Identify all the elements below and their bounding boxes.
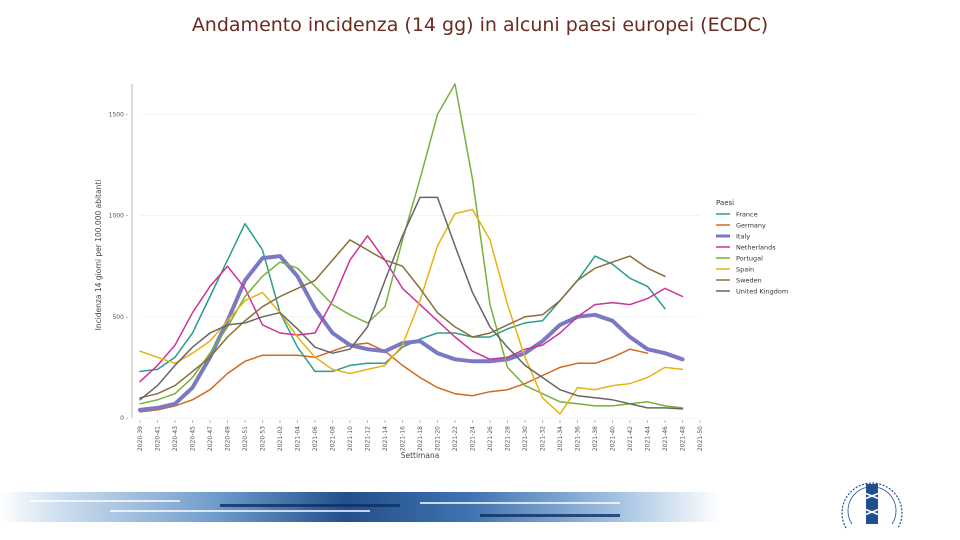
x-tick-label: 2021-20 bbox=[435, 426, 442, 451]
series-line-united-kingdom bbox=[139, 196, 684, 410]
x-tick-label: 2020-49 bbox=[225, 426, 232, 451]
x-tick-label: 2020-45 bbox=[190, 426, 197, 451]
x-tick-label: 2021-24 bbox=[470, 426, 477, 451]
x-tick-label: 2021-36 bbox=[575, 426, 582, 451]
x-tick-label: 2021-34 bbox=[557, 426, 564, 451]
x-tick-label: 2021-38 bbox=[592, 426, 599, 451]
y-tick-label: 1500 - bbox=[109, 111, 128, 118]
x-tick-label: 2021-14 bbox=[382, 426, 389, 451]
legend: Paesi France Germany Italy Netherlands Portu… bbox=[716, 199, 788, 296]
series-layer bbox=[138, 83, 685, 415]
series-line-netherlands bbox=[139, 235, 684, 383]
x-tick-label: 2021-08 bbox=[330, 426, 337, 451]
footer-stripe bbox=[30, 500, 180, 502]
x-tick-label: 2020-51 bbox=[242, 426, 249, 451]
y-tick-label: 0 - bbox=[120, 415, 128, 422]
x-tick-label: 2021-50 bbox=[697, 426, 704, 451]
x-tick-label: 2021-26 bbox=[487, 426, 494, 451]
footer-stripe bbox=[220, 504, 400, 507]
x-tick-label: 2021-30 bbox=[522, 426, 529, 451]
series-line-portugal bbox=[139, 83, 684, 409]
footer-stripe bbox=[480, 514, 620, 517]
x-tick-label: 2021-48 bbox=[680, 426, 687, 451]
footer-stripe bbox=[110, 510, 370, 512]
series-line-germany bbox=[139, 342, 649, 413]
grid-layer bbox=[140, 114, 700, 419]
legend-label: Spain bbox=[736, 266, 754, 274]
x-tick-label: 2020-39 bbox=[137, 426, 144, 451]
series-line-france bbox=[139, 222, 666, 373]
legend-label: Italy bbox=[736, 233, 750, 241]
y-tick-label: 500 - bbox=[112, 314, 128, 321]
axis-layer bbox=[131, 84, 701, 423]
series-line-sweden bbox=[139, 239, 666, 399]
series-line-spain bbox=[139, 208, 684, 415]
y-tick-labels: 0 - 500 - 1000 - 1500 - bbox=[109, 111, 128, 422]
x-axis-title: Settimana bbox=[401, 451, 440, 460]
istituto-superiore-di-sanita-seal-icon bbox=[832, 466, 912, 534]
legend-label: Sweden bbox=[736, 277, 762, 285]
legend-label: Portugal bbox=[736, 255, 763, 263]
x-tick-label: 2021-28 bbox=[505, 426, 512, 451]
x-tick-label: 2021-02 bbox=[277, 426, 284, 451]
x-tick-label: 2021-32 bbox=[540, 426, 547, 451]
x-tick-label: 2021-44 bbox=[645, 426, 652, 451]
x-tick-label: 2021-10 bbox=[347, 426, 354, 451]
x-tick-label: 2021-40 bbox=[610, 426, 617, 451]
slide-title: Andamento incidenza (14 gg) in alcuni pa… bbox=[191, 14, 769, 36]
footer-stripe bbox=[420, 502, 620, 504]
legend-label: France bbox=[736, 211, 758, 219]
x-tick-label: 2020-53 bbox=[260, 426, 267, 451]
x-tick-label: 2020-41 bbox=[155, 426, 162, 451]
x-tick-label: 2021-22 bbox=[452, 426, 459, 451]
legend-title: Paesi bbox=[716, 199, 734, 207]
x-tick-labels: 2020-39 2020-41 2020-43 2020-45 2020-47 2020-… bbox=[137, 426, 704, 451]
x-tick-label: 2021-04 bbox=[295, 426, 302, 451]
x-tick-label: 2021-46 bbox=[662, 426, 669, 451]
x-tick-label: 2021-12 bbox=[365, 426, 372, 451]
footer-banner-graphic bbox=[0, 492, 720, 522]
legend-label: Germany bbox=[736, 222, 766, 230]
legend-label: United Kingdom bbox=[736, 288, 788, 296]
x-tick-label: 2020-43 bbox=[172, 426, 179, 451]
y-tick-label: 1000 - bbox=[109, 213, 128, 220]
x-tick-label: 2021-42 bbox=[627, 426, 634, 451]
series-line-italy bbox=[138, 254, 685, 412]
x-tick-label: 2020-47 bbox=[207, 426, 214, 451]
legend-label: Netherlands bbox=[736, 244, 776, 252]
y-axis-title: Incidenza 14 giorni per 100.000 abitanti bbox=[94, 180, 103, 331]
x-tick-label: 2021-06 bbox=[312, 426, 319, 451]
x-tick-label: 2021-16 bbox=[400, 426, 407, 451]
x-tick-label: 2021-18 bbox=[417, 426, 424, 451]
